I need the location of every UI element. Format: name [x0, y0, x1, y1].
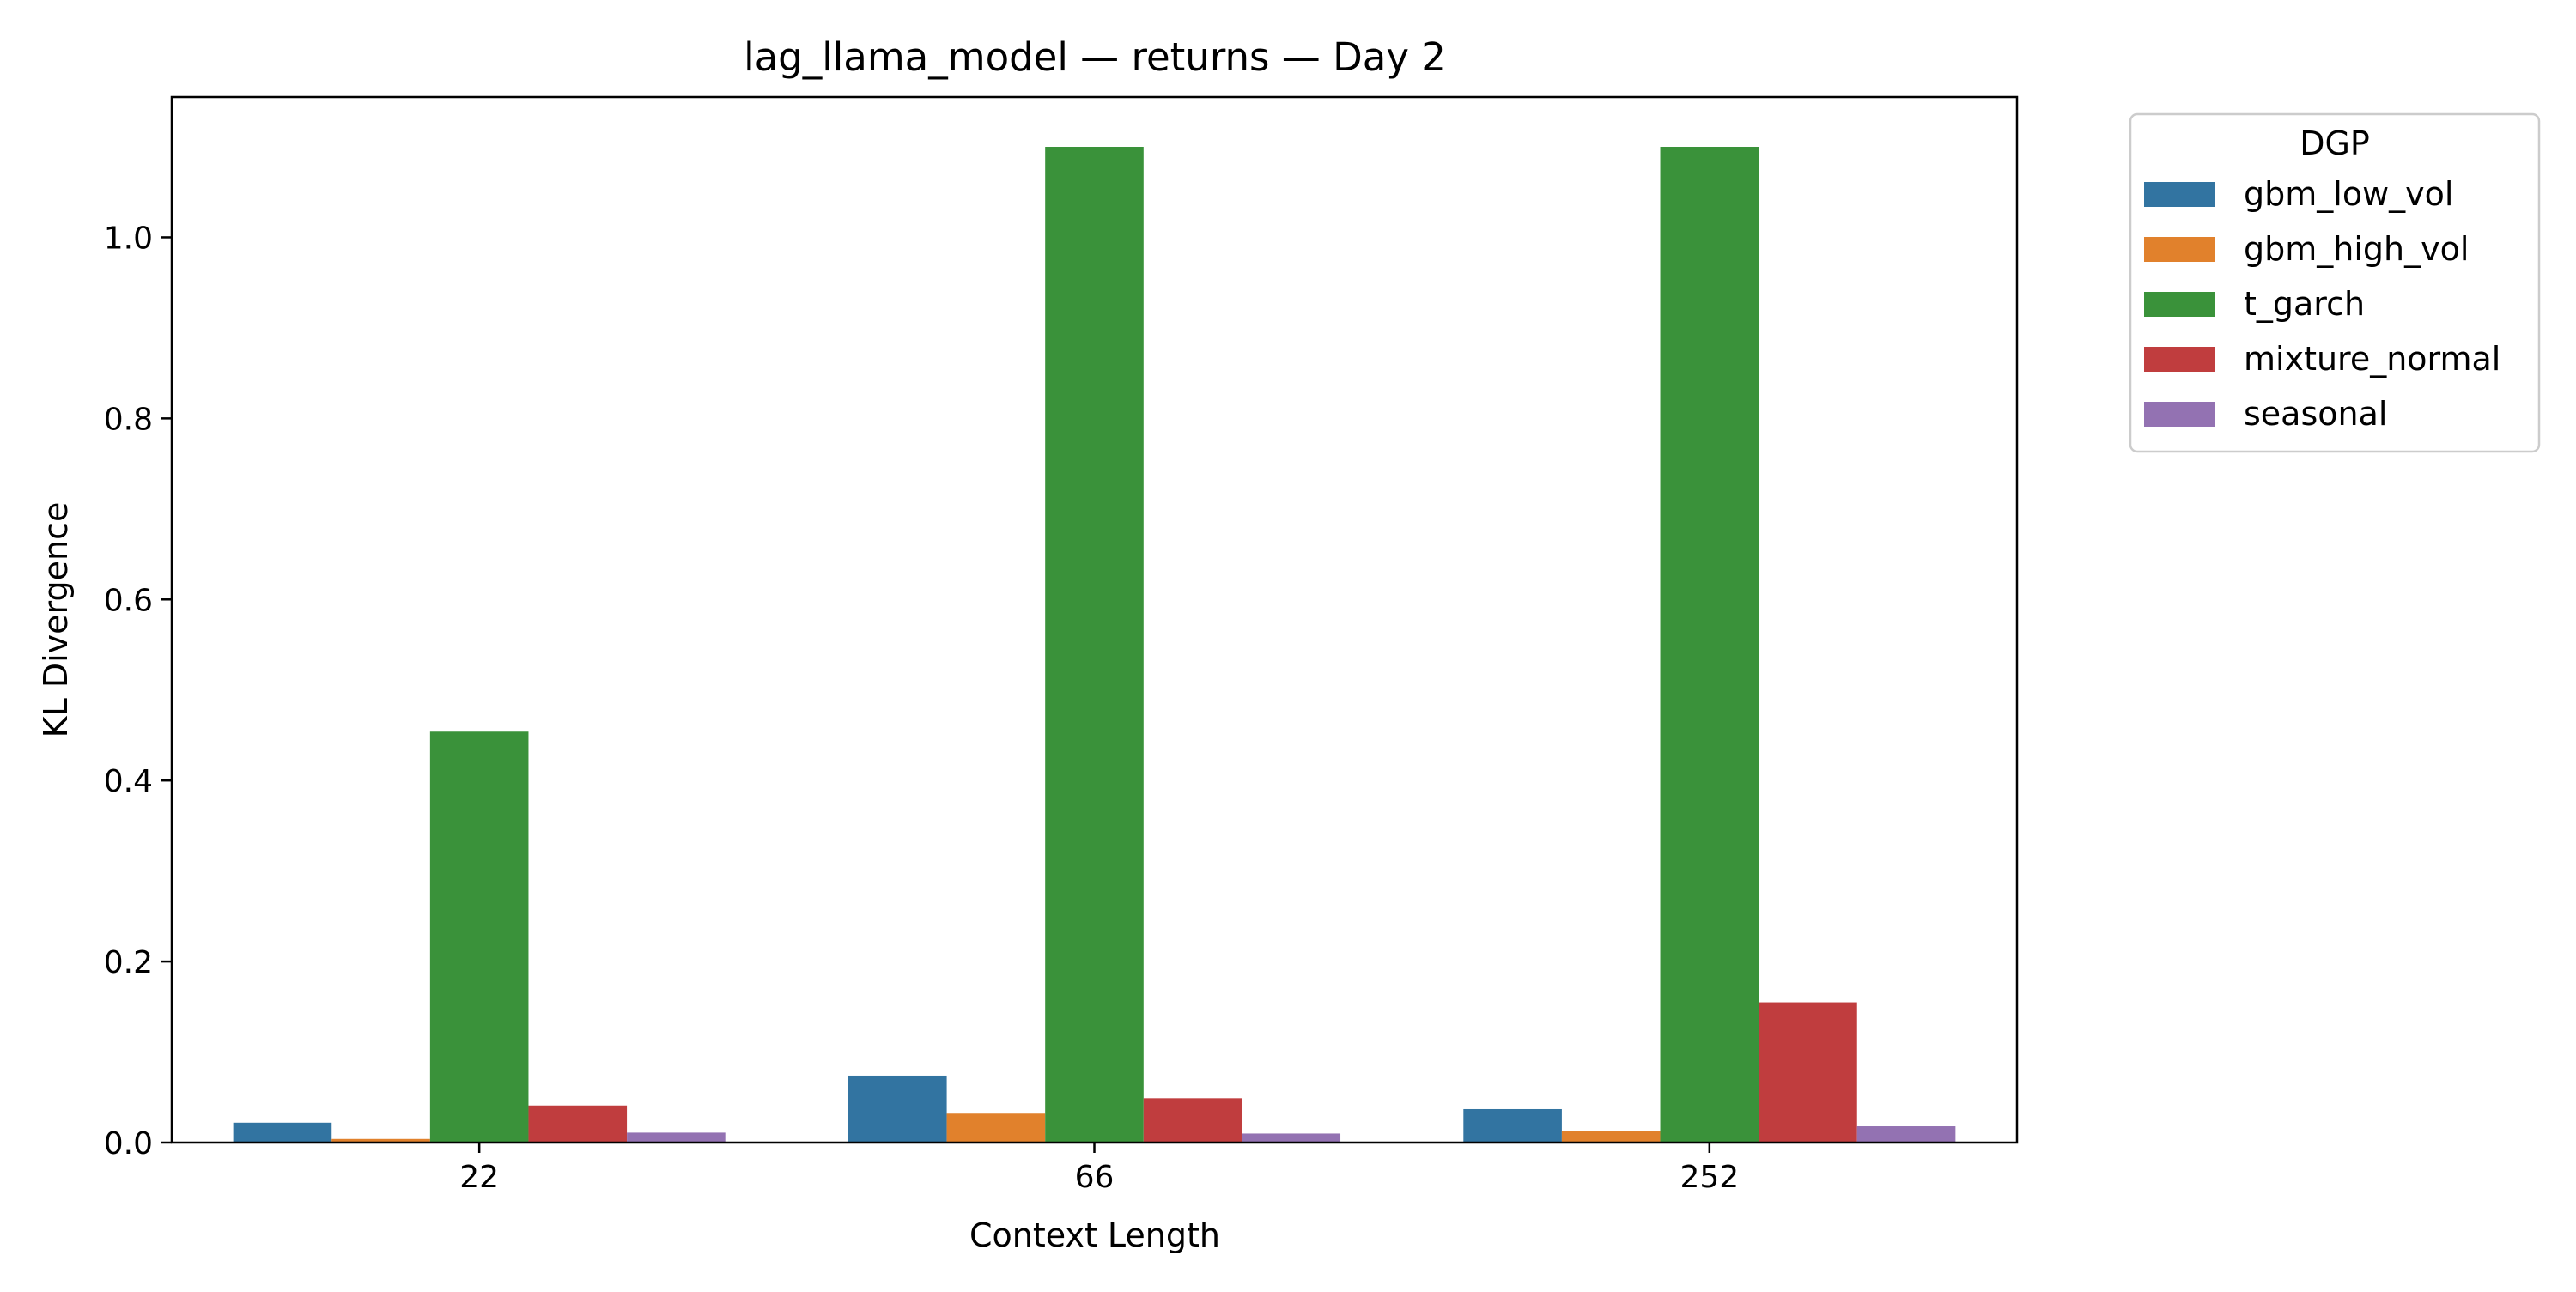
- bar-gbm_high_vol-22: [331, 1138, 430, 1143]
- y-axis: 0.0 0.2 0.4 0.6 0.8 1.0: [104, 221, 172, 1162]
- legend: DGP gbm_low_vol gbm_high_vol t_garchmixtur…: [2129, 112, 2541, 453]
- bar-gbm_low_vol-22: [233, 1122, 332, 1143]
- legend-swatch-t_garch: [2144, 292, 2215, 317]
- bars-layer: [233, 147, 1956, 1143]
- legend-swatch-seasonal: [2144, 402, 2215, 427]
- bar-t_garch-252: [1660, 147, 1759, 1143]
- bar-gbm_low_vol-66: [848, 1075, 947, 1143]
- legend-label-seasonal: seasonal: [2244, 395, 2387, 433]
- bar-t_garch-66: [1045, 147, 1144, 1143]
- legend-label-mixture_normal: mixture_normal: [2244, 340, 2500, 378]
- bar-mixture_normal-66: [1143, 1098, 1242, 1143]
- y-tick-label-2: 0.4: [104, 764, 153, 799]
- bar-seasonal-66: [1242, 1133, 1341, 1143]
- legend-swatch-gbm_low_vol: [2144, 182, 2215, 207]
- x-tick-label-0: 22: [459, 1160, 499, 1195]
- chart-title: lag_llama_model — returns — Day 2: [744, 34, 1446, 80]
- x-tick-label-1: 66: [1075, 1160, 1115, 1195]
- bar-gbm_high_vol-252: [1561, 1131, 1661, 1143]
- bar-mixture_normal-252: [1759, 1002, 1857, 1143]
- x-axis-label: Context Length: [969, 1216, 1220, 1254]
- bar-gbm_low_vol-252: [1463, 1108, 1562, 1143]
- bar-seasonal-22: [627, 1132, 726, 1143]
- legend-entries: gbm_low_vol gbm_high_vol t_garch mixture_no…: [2144, 175, 2500, 433]
- legend-label-gbm_low_vol: gbm_low_vol: [2244, 175, 2453, 213]
- legend-swatch-gbm_high_vol: [2144, 237, 2215, 262]
- legend-label-gbm_high_vol: gbm_high_vol: [2244, 230, 2469, 268]
- legend-box: [2129, 112, 2541, 453]
- y-tick-label-0: 0.0: [104, 1126, 153, 1162]
- y-tick-label-3: 0.6: [104, 583, 153, 618]
- y-tick-label-4: 0.8: [104, 402, 153, 437]
- legend-label-t_garch: t_garch: [2244, 285, 2365, 323]
- x-tick-label-2: 252: [1680, 1160, 1739, 1195]
- bar-mixture_normal-22: [528, 1105, 628, 1143]
- x-axis: 22 66 252: [459, 1143, 1739, 1195]
- y-axis-label: KL Divergence: [37, 502, 75, 738]
- legend-title: DGP: [2300, 124, 2370, 162]
- bar-seasonal-252: [1856, 1126, 1956, 1143]
- bar-t_garch-22: [429, 731, 529, 1143]
- y-tick-label-5: 1.0: [104, 221, 153, 256]
- y-tick-label-1: 0.2: [104, 945, 153, 980]
- legend-swatch-mixture_normal: [2144, 347, 2215, 372]
- bar-gbm_high_vol-66: [946, 1113, 1046, 1143]
